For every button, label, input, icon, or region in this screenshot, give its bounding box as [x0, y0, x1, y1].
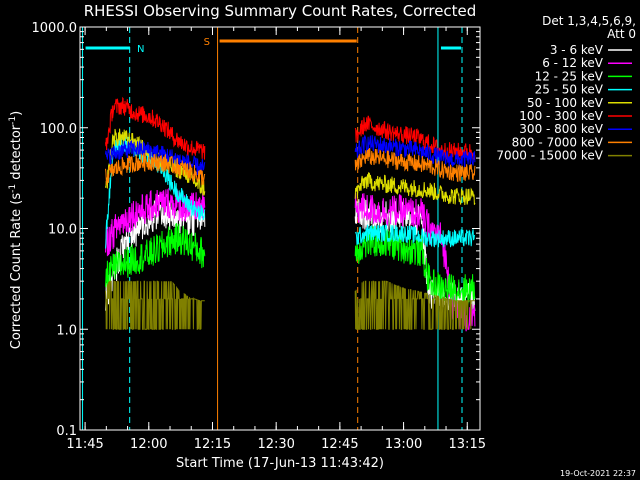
x-tick-label: 11:45	[66, 437, 103, 452]
y-tick-label: 10.0	[48, 223, 77, 238]
series-lines	[79, 96, 476, 332]
x-tick-label: 12:00	[130, 437, 167, 452]
x-tick-label: 12:15	[194, 437, 231, 452]
series-line-2	[354, 225, 476, 306]
y-axis-label-sup1: -1	[8, 184, 18, 193]
legend-entry-label: 3 - 6 keV	[550, 43, 604, 57]
x-tick-label: 12:45	[321, 437, 358, 452]
series-line-2	[105, 223, 206, 291]
series-line-5	[105, 96, 206, 160]
x-tick-label: 13:15	[449, 437, 486, 452]
render-timestamp: 19-Oct-2021 22:37	[560, 469, 636, 478]
y-tick-label: 1000.0	[32, 21, 78, 36]
series-line-3	[354, 224, 476, 248]
series-line-4	[354, 172, 476, 206]
y-axis-label-mid: detector	[9, 124, 24, 184]
legend-entry-label: 100 - 300 keV	[519, 109, 603, 123]
night-label: N	[137, 44, 144, 55]
legend-entry-label: 25 - 50 keV	[535, 83, 604, 97]
x-tick-label: 13:00	[385, 437, 422, 452]
axes: 0.1 1.0 10.0 100.0 1000.0 11:45 12:00 12:15 12:3…	[32, 21, 486, 452]
y-axis-label-main: Corrected Count Rate (s	[9, 193, 24, 350]
x-tick-label: 12:30	[257, 437, 294, 452]
series-line-8	[105, 280, 205, 330]
y-tick-label: 1.0	[56, 323, 77, 338]
chart-title: RHESSI Observing Summary Count Rates, Co…	[84, 2, 477, 20]
legend-header-line: Det 1,3,4,5,6,9,	[542, 14, 636, 28]
legend-entry-label: 800 - 7000 keV	[512, 135, 604, 149]
saa-label: S	[204, 37, 210, 48]
y-axis-label-sup2: -1	[8, 116, 18, 125]
legend-entry-label: 6 - 12 keV	[542, 56, 604, 70]
series-line-6	[354, 134, 476, 169]
legend-entry-label: 7000 - 15000 keV	[496, 149, 603, 163]
series-line-5	[354, 115, 476, 161]
series-line-7	[105, 153, 206, 186]
series-line-8	[354, 280, 475, 330]
series-line-7	[354, 148, 476, 182]
legend-header-line: Att 0	[607, 27, 636, 41]
x-axis-label: Start Time (17-Jun-13 11:43:42)	[176, 456, 384, 471]
y-tick-label: 0.1	[56, 424, 77, 439]
y-tick-label: 100.0	[40, 122, 77, 137]
legend-entry-label: 50 - 100 keV	[527, 96, 604, 110]
series-line-1	[105, 187, 206, 257]
series-line-6	[105, 140, 206, 176]
y-axis-label-end: )	[9, 111, 24, 116]
legend-entry-label: 12 - 25 keV	[535, 69, 604, 83]
legend-entry-label: 300 - 800 keV	[519, 122, 603, 136]
y-axis-label: Corrected Count Rate (s-1 detector-1)	[8, 111, 24, 349]
